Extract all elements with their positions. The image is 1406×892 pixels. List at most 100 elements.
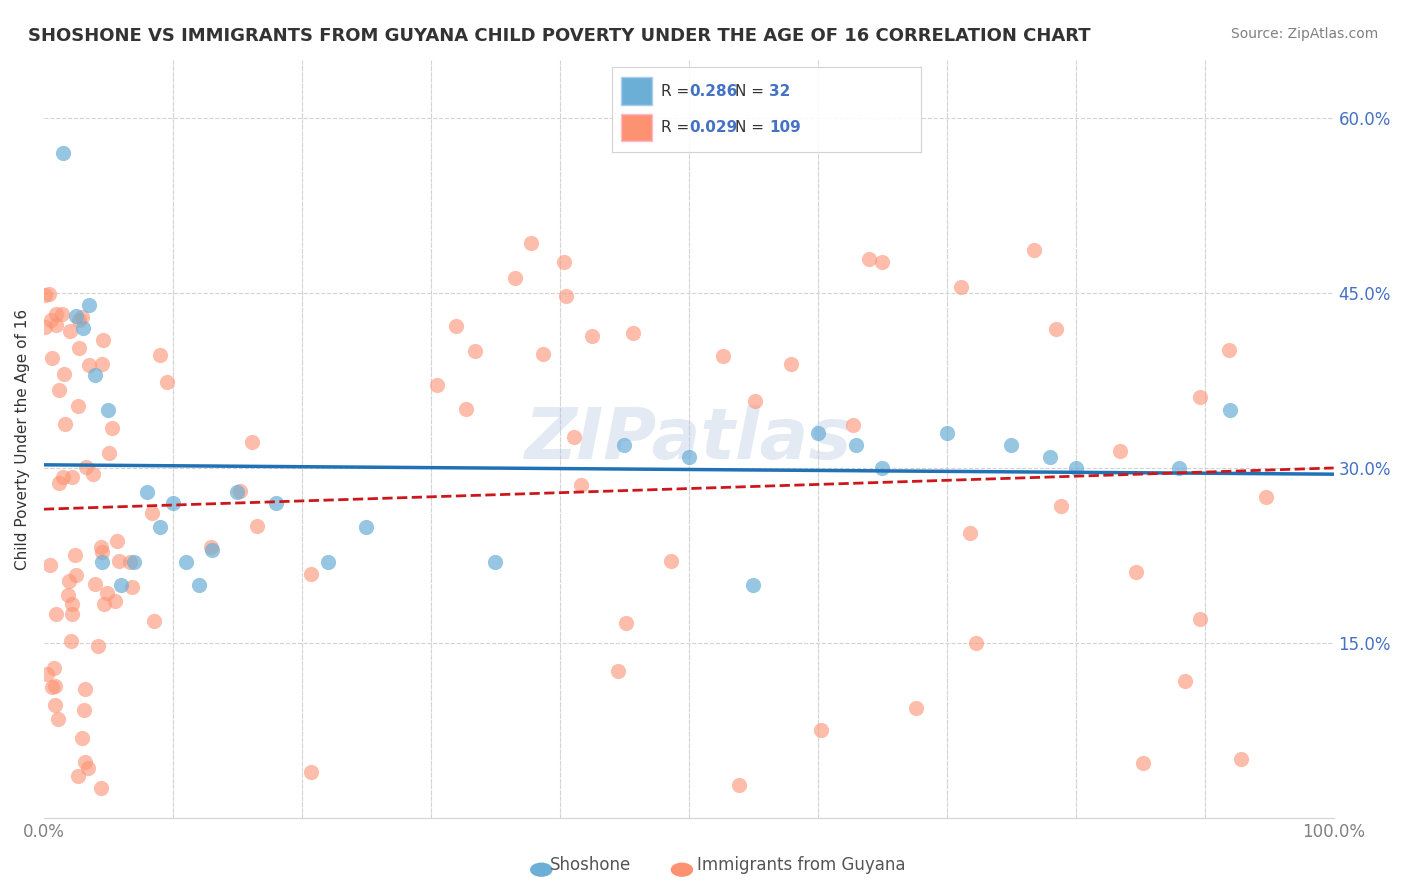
Point bbox=[226, 484, 249, 499]
Point bbox=[100, 421, 122, 435]
Point bbox=[66, 769, 89, 783]
Point bbox=[67, 399, 90, 413]
Point bbox=[142, 614, 165, 628]
Point bbox=[240, 434, 263, 449]
Point bbox=[1000, 438, 1022, 452]
Point bbox=[531, 347, 554, 361]
Point bbox=[520, 235, 543, 250]
Point bbox=[41, 351, 63, 365]
Point bbox=[41, 680, 63, 694]
Point bbox=[51, 307, 73, 321]
Point bbox=[1189, 612, 1212, 626]
Point bbox=[1064, 461, 1087, 475]
Point bbox=[454, 401, 477, 416]
FancyBboxPatch shape bbox=[621, 78, 652, 105]
Y-axis label: Child Poverty Under the Age of 16: Child Poverty Under the Age of 16 bbox=[15, 309, 30, 570]
Point bbox=[780, 358, 803, 372]
Point bbox=[1045, 322, 1067, 336]
Point bbox=[136, 484, 159, 499]
Point bbox=[122, 555, 145, 569]
Point bbox=[613, 438, 636, 452]
Text: R =: R = bbox=[661, 120, 695, 135]
Point bbox=[73, 681, 96, 696]
Point bbox=[60, 597, 83, 611]
Point bbox=[45, 607, 67, 621]
Point bbox=[505, 271, 527, 285]
Text: Shoshone: Shoshone bbox=[550, 856, 631, 874]
Point bbox=[67, 341, 90, 355]
Text: SHOSHONE VS IMMIGRANTS FROM GUYANA CHILD POVERTY UNDER THE AGE OF 16 CORRELATION: SHOSHONE VS IMMIGRANTS FROM GUYANA CHILD… bbox=[28, 27, 1091, 45]
Point bbox=[91, 333, 114, 347]
Point bbox=[742, 578, 765, 592]
Point bbox=[84, 577, 107, 591]
Point bbox=[39, 313, 62, 327]
Text: 0.286: 0.286 bbox=[689, 84, 737, 98]
Point bbox=[959, 525, 981, 540]
Point bbox=[356, 519, 378, 533]
Point bbox=[614, 616, 637, 631]
Text: R =: R = bbox=[661, 84, 695, 98]
Point bbox=[59, 324, 82, 338]
Point bbox=[46, 712, 69, 726]
Point bbox=[426, 378, 449, 392]
Point bbox=[1219, 402, 1241, 417]
Point bbox=[121, 580, 143, 594]
Point bbox=[60, 470, 83, 484]
Point bbox=[53, 417, 76, 431]
Point bbox=[1230, 752, 1253, 766]
Point bbox=[1050, 499, 1073, 513]
Point bbox=[58, 574, 80, 589]
Point bbox=[75, 755, 97, 769]
Point bbox=[34, 287, 56, 301]
Point bbox=[98, 446, 121, 460]
Point bbox=[110, 578, 132, 592]
Point bbox=[65, 568, 87, 582]
Point bbox=[52, 146, 75, 161]
Point bbox=[38, 286, 60, 301]
Point bbox=[569, 478, 592, 492]
Point bbox=[162, 496, 184, 510]
Text: N =: N = bbox=[735, 84, 769, 98]
Point bbox=[870, 461, 893, 475]
Text: Source: ZipAtlas.com: Source: ZipAtlas.com bbox=[1230, 27, 1378, 41]
Point bbox=[264, 496, 287, 510]
Text: N =: N = bbox=[735, 120, 769, 135]
Point bbox=[45, 318, 67, 332]
Point bbox=[870, 255, 893, 269]
Point bbox=[316, 555, 339, 569]
Point bbox=[48, 383, 70, 397]
Point bbox=[446, 318, 468, 333]
Point bbox=[82, 467, 104, 481]
Point bbox=[1039, 450, 1062, 464]
Point bbox=[1218, 343, 1240, 357]
Point bbox=[67, 313, 90, 327]
Point bbox=[72, 321, 94, 335]
Point bbox=[44, 698, 66, 712]
Point bbox=[1189, 390, 1212, 404]
Point bbox=[44, 679, 66, 693]
FancyBboxPatch shape bbox=[621, 113, 652, 141]
Point bbox=[858, 252, 880, 266]
Text: 0.029: 0.029 bbox=[689, 120, 737, 135]
Point bbox=[149, 519, 172, 533]
Point bbox=[149, 348, 172, 362]
Point bbox=[464, 343, 486, 358]
Point bbox=[156, 376, 179, 390]
Point bbox=[659, 554, 682, 568]
Point bbox=[744, 394, 766, 409]
Point bbox=[842, 417, 865, 432]
Point bbox=[52, 470, 75, 484]
Point bbox=[48, 476, 70, 491]
Point bbox=[1132, 756, 1154, 771]
Point bbox=[174, 555, 197, 569]
Point bbox=[97, 402, 120, 417]
Text: ZIPatlas: ZIPatlas bbox=[524, 405, 852, 474]
Point bbox=[555, 289, 578, 303]
Point bbox=[141, 506, 163, 520]
Point bbox=[621, 326, 644, 340]
Point bbox=[200, 543, 222, 558]
Point bbox=[93, 597, 115, 611]
Point bbox=[45, 307, 67, 321]
Point bbox=[810, 723, 832, 737]
Point bbox=[65, 548, 87, 562]
